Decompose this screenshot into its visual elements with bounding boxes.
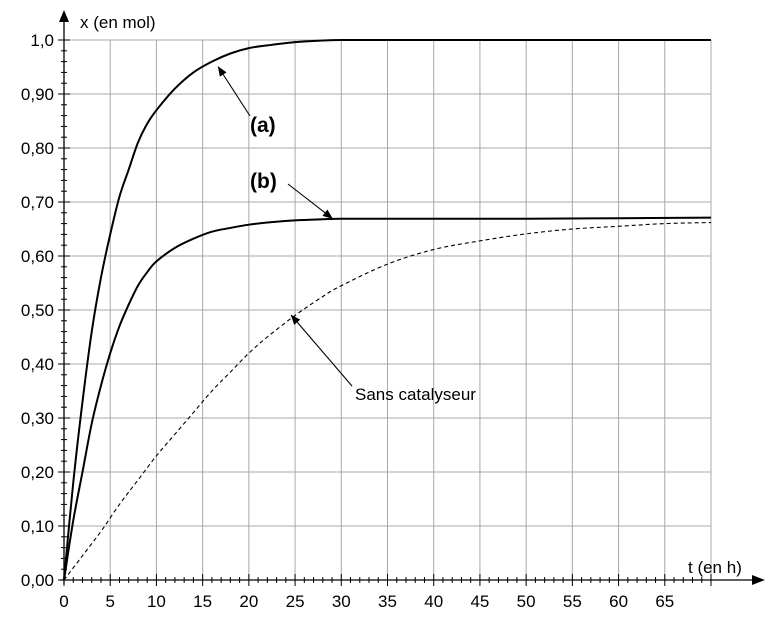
grid <box>64 40 711 580</box>
x-tick-label: 60 <box>609 592 628 611</box>
x-tick-label: 45 <box>470 592 489 611</box>
y-tick-label: 1,0 <box>30 31 54 50</box>
x-tick-label: 50 <box>517 592 536 611</box>
x-tick-label: 10 <box>147 592 166 611</box>
annotation-sans-catalyseur-arrow <box>291 315 352 386</box>
x-tick-label: 40 <box>424 592 443 611</box>
y-tick-labels: 0,00 0,10 0,20 0,30 0,40 0,50 0,60 0,70 0,80 0,90… <box>21 31 54 590</box>
x-tick-label: 30 <box>332 592 351 611</box>
x-axis-title: t (en h) <box>688 558 742 577</box>
x-tick-label: 35 <box>378 592 397 611</box>
x-axis-arrow-icon <box>752 575 765 585</box>
y-tick-label: 0,20 <box>21 463 54 482</box>
x-tick-label: 20 <box>239 592 258 611</box>
x-tick-labels: 0 5 10 15 20 25 30 35 40 45 50 55 60 65 <box>59 592 674 611</box>
annotations: (a) (b) Sans catalyseur <box>218 67 476 404</box>
y-tick-label: 0,60 <box>21 247 54 266</box>
x-tick-label: 0 <box>59 592 68 611</box>
x-tick-label: 65 <box>655 592 674 611</box>
y-tick-label: 0,40 <box>21 355 54 374</box>
y-tick-label: 0,50 <box>21 301 54 320</box>
y-axis-arrow-icon <box>59 10 69 22</box>
annotation-sans-catalyseur-label: Sans catalyseur <box>355 385 476 404</box>
axes <box>59 10 765 585</box>
y-tick-label: 0,90 <box>21 85 54 104</box>
x-tick-label: 55 <box>563 592 582 611</box>
y-tick-label: 0,70 <box>21 193 54 212</box>
x-tick-label: 5 <box>105 592 114 611</box>
annotation-a-label: (a) <box>250 114 276 137</box>
y-tick-label: 0,00 <box>21 571 54 590</box>
x-tick-label: 25 <box>286 592 305 611</box>
y-tick-label: 0,80 <box>21 139 54 158</box>
annotation-b-label: (b) <box>250 170 277 193</box>
y-axis-title: x (en mol) <box>80 13 156 32</box>
annotation-a-arrow <box>218 67 250 116</box>
x-tick-label: 15 <box>193 592 212 611</box>
y-tick-label: 0,10 <box>21 517 54 536</box>
y-tick-label: 0,30 <box>21 409 54 428</box>
